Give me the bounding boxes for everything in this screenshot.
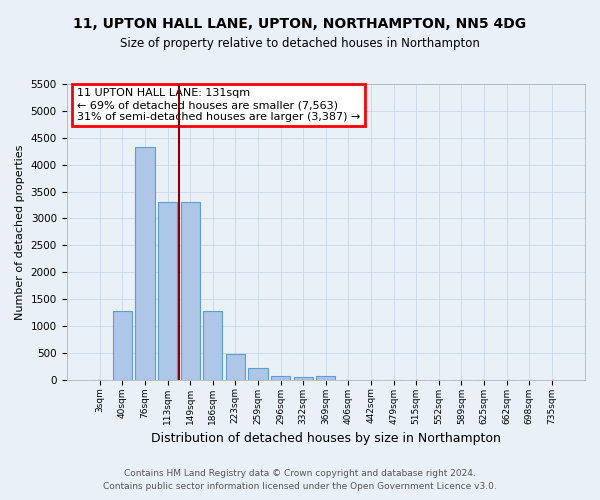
Text: Contains HM Land Registry data © Crown copyright and database right 2024.: Contains HM Land Registry data © Crown c… bbox=[124, 468, 476, 477]
Bar bbox=[158, 202, 177, 380]
Bar bbox=[181, 202, 200, 380]
Y-axis label: Number of detached properties: Number of detached properties bbox=[15, 144, 25, 320]
Text: Contains public sector information licensed under the Open Government Licence v3: Contains public sector information licen… bbox=[103, 482, 497, 491]
Bar bbox=[293, 376, 313, 380]
Bar bbox=[271, 376, 290, 380]
Text: Size of property relative to detached houses in Northampton: Size of property relative to detached ho… bbox=[120, 38, 480, 51]
Bar bbox=[136, 147, 155, 380]
Bar bbox=[226, 354, 245, 380]
Text: 11, UPTON HALL LANE, UPTON, NORTHAMPTON, NN5 4DG: 11, UPTON HALL LANE, UPTON, NORTHAMPTON,… bbox=[73, 18, 527, 32]
Bar bbox=[316, 376, 335, 380]
Bar bbox=[203, 311, 223, 380]
X-axis label: Distribution of detached houses by size in Northampton: Distribution of detached houses by size … bbox=[151, 432, 501, 445]
Bar bbox=[248, 368, 268, 380]
Text: 11 UPTON HALL LANE: 131sqm
← 69% of detached houses are smaller (7,563)
31% of s: 11 UPTON HALL LANE: 131sqm ← 69% of deta… bbox=[77, 88, 360, 122]
Bar bbox=[113, 312, 132, 380]
